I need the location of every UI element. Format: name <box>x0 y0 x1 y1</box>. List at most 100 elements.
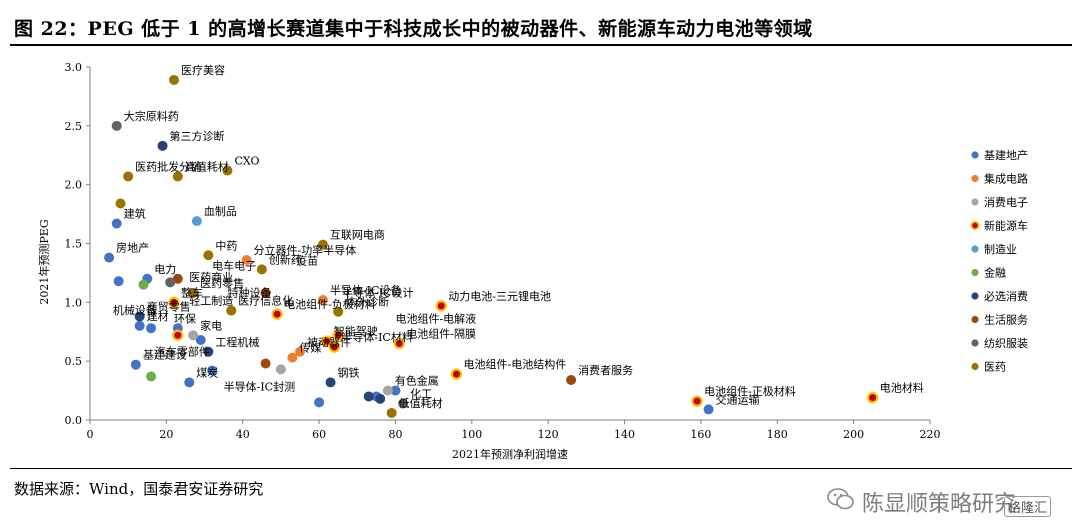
data-label: 低值耗材 <box>399 396 443 410</box>
y-tick-label: 1.5 <box>65 238 83 251</box>
data-point <box>104 252 115 263</box>
legend-marker <box>971 268 979 277</box>
x-axis-label: 2021年预测净利润增速 <box>452 447 568 461</box>
y-tick-label: 0.0 <box>65 414 83 427</box>
data-label: 建材 <box>147 309 169 323</box>
legend-marker <box>971 151 979 159</box>
wechat-icon <box>827 488 854 510</box>
watermark-text: 陈显顺策略研究 <box>862 492 1017 517</box>
data-label: 建筑 <box>124 206 146 220</box>
data-point <box>703 404 714 415</box>
data-point <box>260 287 271 298</box>
source-divider <box>10 468 1072 469</box>
data-point <box>566 374 577 385</box>
data-label: 整车 <box>181 285 203 299</box>
data-label: 房地产 <box>116 241 149 255</box>
data-point <box>169 74 179 85</box>
brand-logo: 格隆汇 <box>1004 496 1052 517</box>
page-title: 图 22：PEG 低于 1 的高增长赛道集中于科技成长中的被动器件、新能源车动力… <box>14 18 813 40</box>
data-label: 化工 <box>410 387 432 401</box>
annotation-label: 医药商业 <box>189 270 233 284</box>
data-label: 智能驾驶 <box>334 324 378 338</box>
data-label: 钢铁 <box>338 366 360 379</box>
annotation-label: 疫苗 <box>296 254 318 268</box>
legend-label: 基建地产 <box>984 148 1028 162</box>
data-label: 互联网电商 <box>330 228 385 242</box>
data-label: 消费者服务 <box>578 363 633 377</box>
data-label: 半导体-IC材料 <box>341 330 412 344</box>
data-point <box>271 308 283 320</box>
data-point <box>226 305 237 316</box>
legend-label: 制造业 <box>984 242 1017 256</box>
data-point <box>332 329 344 341</box>
data-label: 高值耗材 <box>185 159 229 173</box>
annotation-label: 特种设备 <box>227 285 271 299</box>
data-point <box>168 296 180 309</box>
data-point <box>165 277 176 288</box>
data-point <box>375 393 386 404</box>
data-point <box>130 359 141 370</box>
data-point <box>256 264 267 275</box>
data-point <box>191 216 202 227</box>
legend-marker <box>971 245 979 253</box>
data-label: 医药批发分销 <box>135 159 201 173</box>
data-label: 基建建设 <box>143 348 187 362</box>
data-label: 电力 <box>154 263 176 276</box>
legend-marker <box>971 362 979 371</box>
legend-label: 生活服务 <box>984 313 1028 327</box>
data-label: 中药 <box>215 239 237 252</box>
data-label: 电池组件-负极材料 <box>284 297 376 311</box>
annotation-label: 汽车零部件 <box>155 344 210 358</box>
legend-marker <box>971 174 979 183</box>
y-axis-label: 2021年预测PEG <box>37 219 51 304</box>
data-point <box>314 397 325 408</box>
legend-label: 金融 <box>984 266 1006 280</box>
annotation-label: 机械设备 <box>113 303 157 317</box>
data-point <box>333 306 344 317</box>
y-tick-label: 2.5 <box>65 120 83 133</box>
legend-label: 消费电子 <box>984 195 1028 209</box>
x-tick-label: 140 <box>614 428 635 441</box>
data-point <box>134 311 145 322</box>
x-tick-label: 20 <box>159 428 173 441</box>
data-point <box>867 391 879 404</box>
data-point <box>321 335 333 347</box>
x-tick-label: 60 <box>312 428 326 441</box>
data-point <box>295 346 305 357</box>
data-point <box>398 398 409 409</box>
data-point <box>111 120 122 131</box>
data-label: 体外诊断 <box>345 295 389 309</box>
legend-marker <box>970 220 980 230</box>
legend-label: 新能源车 <box>984 219 1028 233</box>
scatter-chart: 0 20 40 60 80 100 120 140 160 180 200 220 0.0 0.5 1.0 1… <box>37 61 1028 461</box>
data-point <box>207 365 218 376</box>
data-label: 动力电池-三元锂电池 <box>448 289 551 303</box>
y-tick-label: 0.5 <box>65 355 83 368</box>
data-point <box>172 171 183 182</box>
data-label: 血制品 <box>204 204 237 218</box>
x-tick-label: 160 <box>690 428 711 441</box>
x-tick-label: 40 <box>236 428 250 441</box>
x-tick-label: 180 <box>767 428 788 441</box>
legend-marker <box>971 315 979 324</box>
source-note: 数据来源：Wind，国泰君安证券研究 <box>14 480 264 498</box>
data-label: 煤炭 <box>196 366 218 379</box>
data-point <box>195 334 206 345</box>
data-label: 创新药 <box>269 252 302 266</box>
data-label: 传媒 <box>299 342 321 355</box>
data-label: 家电 <box>200 318 222 332</box>
data-label: 第三方诊断 <box>170 129 225 143</box>
legend-label: 医药 <box>984 361 1006 374</box>
y-tick-label: 2.0 <box>65 179 83 192</box>
data-label: 医疗美容 <box>181 63 225 77</box>
data-label: 医药零售 <box>200 276 244 290</box>
data-point <box>188 287 199 298</box>
legend-label: 集成电路 <box>984 172 1028 186</box>
data-point <box>393 337 405 350</box>
data-label: 电池组件-正极材料 <box>704 384 796 398</box>
data-label: 半导体-IC设备 <box>330 283 401 297</box>
data-point <box>325 377 336 388</box>
legend-marker <box>971 198 979 206</box>
